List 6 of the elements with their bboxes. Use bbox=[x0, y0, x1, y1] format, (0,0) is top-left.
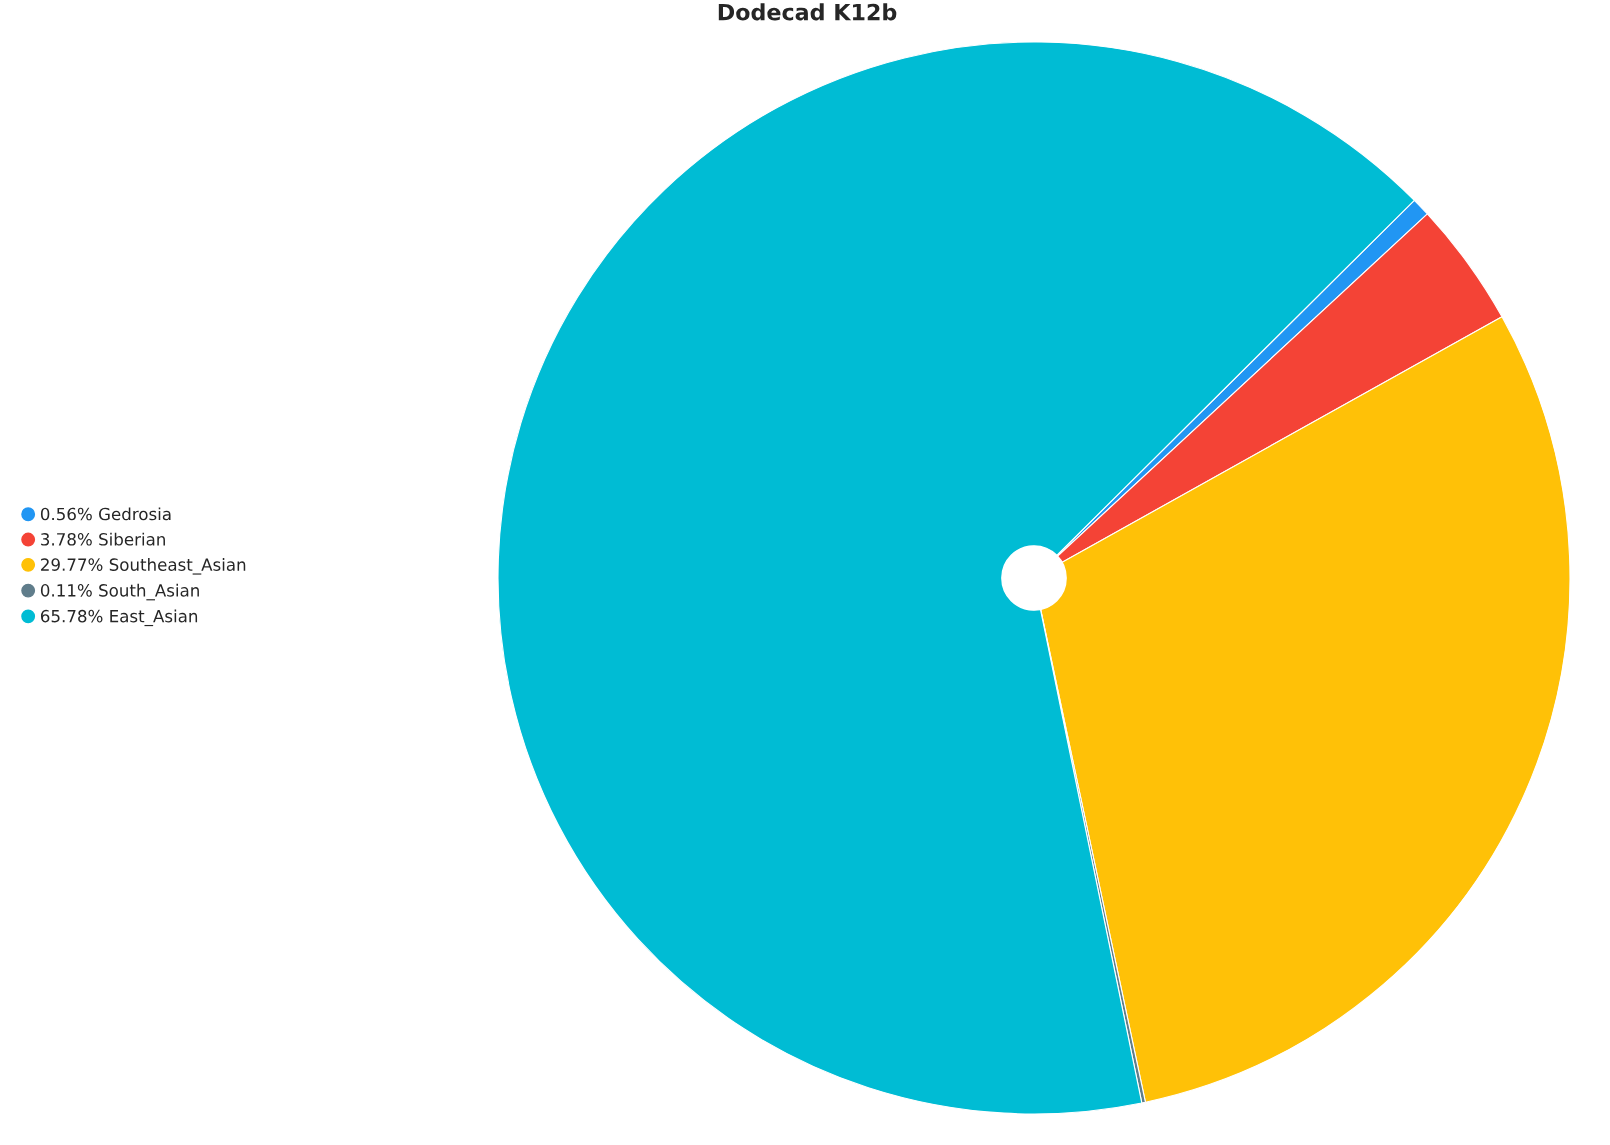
legend-label: 0.56% Gedrosia bbox=[40, 507, 171, 521]
legend-label: 3.78% Siberian bbox=[41, 532, 165, 546]
legend-label: 0.11% South_Asian bbox=[40, 583, 199, 601]
chart-title: Dodecad K12b bbox=[718, 3, 897, 21]
legend-label: 65.78% East_Asian bbox=[40, 609, 198, 627]
legend-label: 29.77% Southeast_Asian bbox=[41, 558, 246, 575]
